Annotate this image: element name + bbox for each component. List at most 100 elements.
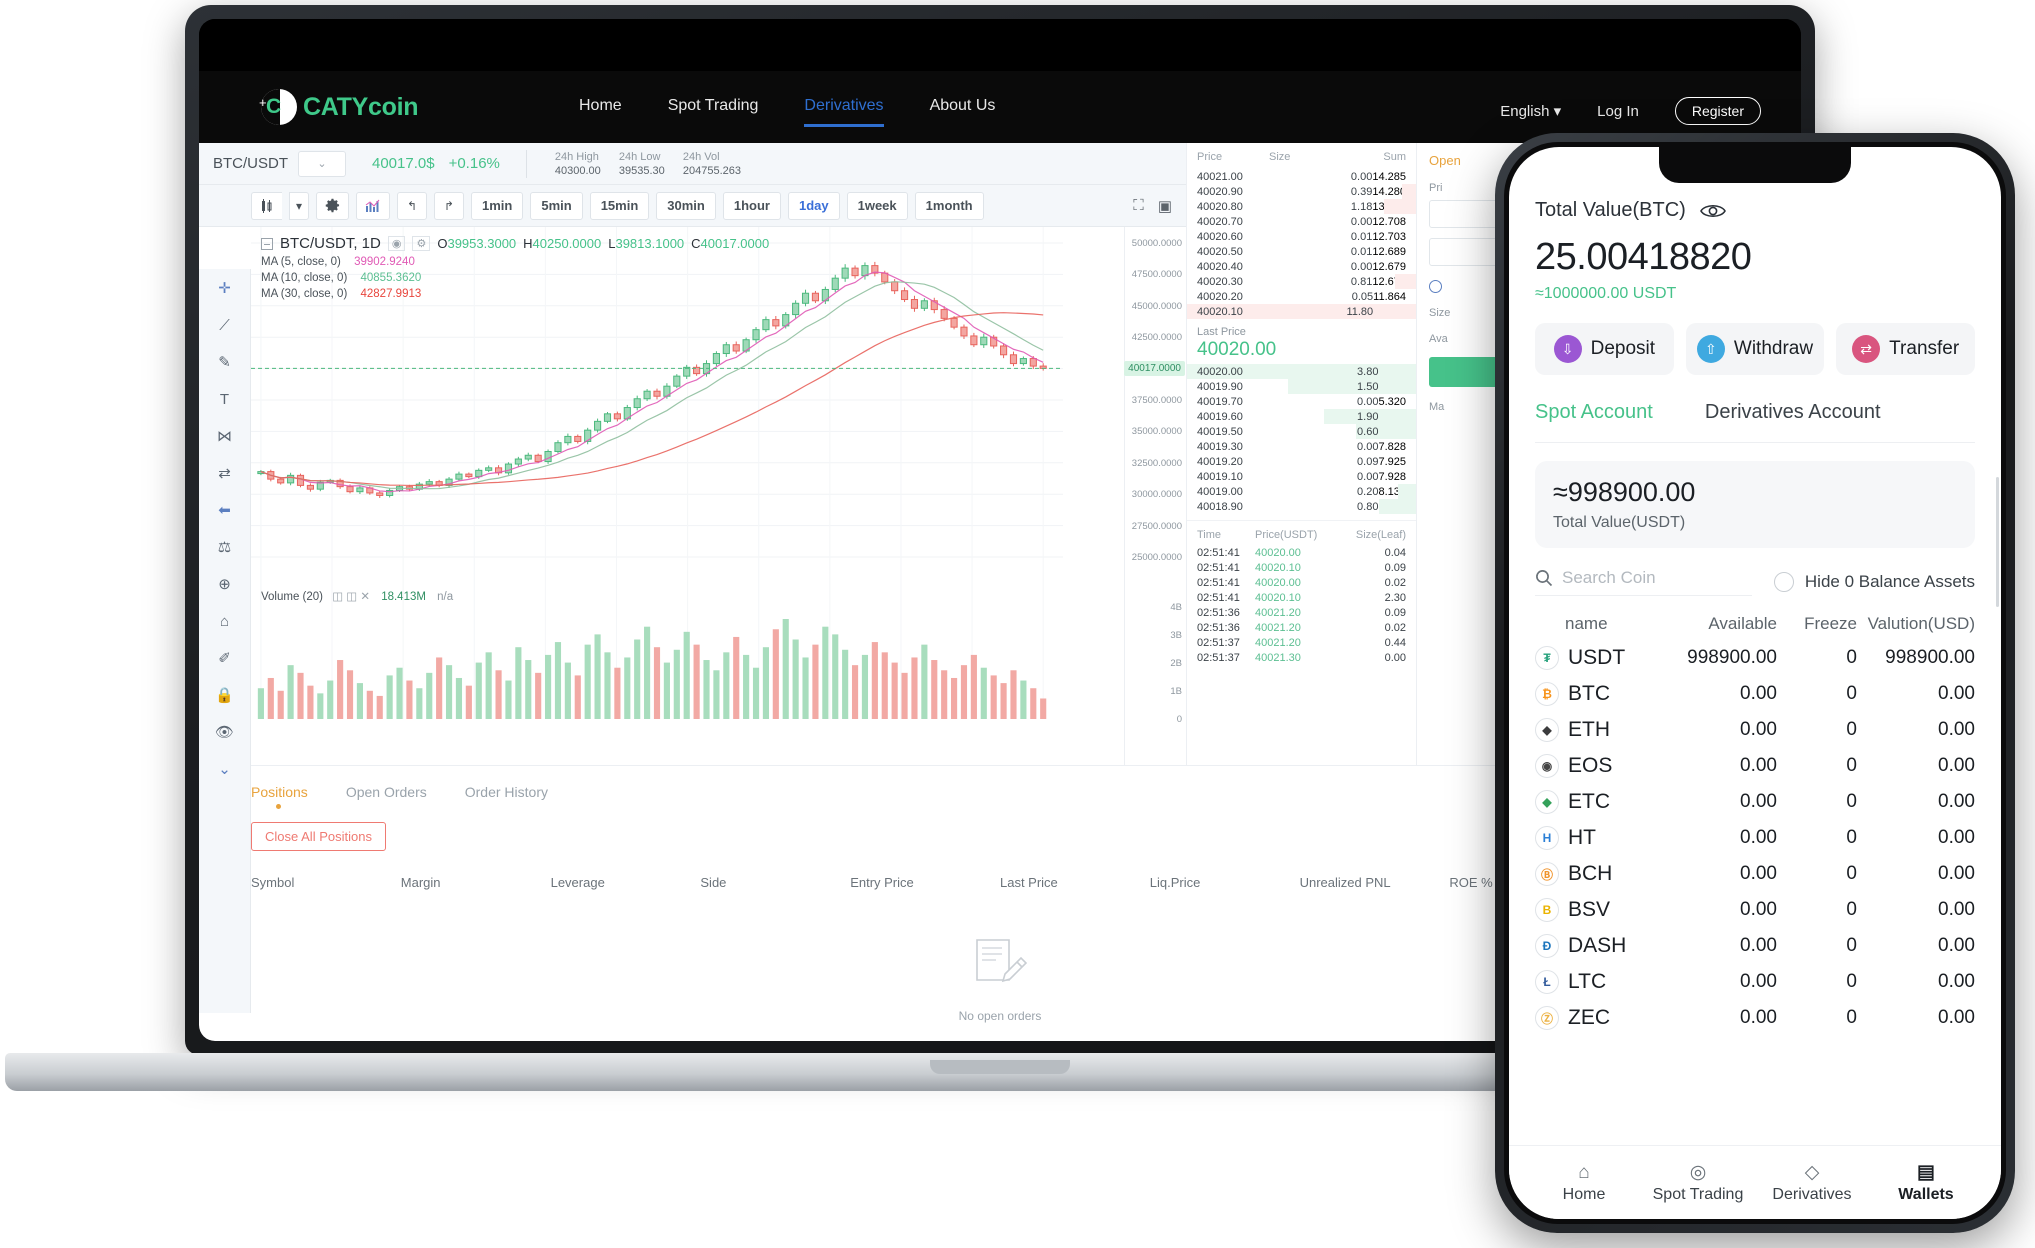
candlestick-type-button[interactable]: [251, 191, 282, 220]
order-book-row[interactable]: 40019.10 0.00 7.928: [1187, 469, 1416, 484]
chart-canvas-area[interactable]: BTC/USDT, 1D ◉ ⚙ O39953.3000 H40250.0000…: [251, 227, 1186, 1013]
order-type-radio[interactable]: [1429, 280, 1789, 293]
coin-row[interactable]: ₮ USDT 998900.00 0 998900.00: [1535, 646, 1975, 670]
settings-small-icon[interactable]: ⚙: [412, 236, 431, 251]
tabbar-derivatives[interactable]: ◇ Derivatives: [1755, 1162, 1869, 1204]
nav-item-about-us[interactable]: About Us: [929, 97, 996, 114]
coin-row[interactable]: Ð DASH 0.00 0 0.00: [1535, 934, 1975, 958]
trendline-icon[interactable]: ⟋: [219, 316, 230, 334]
fullscreen-icon[interactable]: ⛶: [1133, 197, 1144, 214]
eye-icon[interactable]: ◉: [387, 236, 406, 251]
text-tool-icon[interactable]: T: [219, 390, 230, 408]
tab-spot-account[interactable]: Spot Account: [1535, 401, 1653, 423]
arrow-back-icon[interactable]: ⬅: [218, 502, 231, 519]
coin-row[interactable]: Ⓩ ZEC 0.00 0 0.00: [1535, 1006, 1975, 1030]
coin-row[interactable]: Ł LTC 0.00 0 0.00: [1535, 970, 1975, 994]
collapse-icon[interactable]: [261, 237, 273, 250]
redo-button[interactable]: ↱: [434, 191, 464, 220]
order-book-row[interactable]: 40019.70 0.00 5.320: [1187, 394, 1416, 409]
crosshair-icon[interactable]: ✛: [218, 280, 231, 297]
zoom-icon[interactable]: ⊕: [218, 576, 231, 593]
nav-item-home[interactable]: Home: [579, 97, 622, 114]
undo-button[interactable]: ↰: [397, 191, 427, 220]
order-book-row[interactable]: 40020.30 0.81 12.674: [1187, 274, 1416, 289]
order-book-row[interactable]: 40020.60 0.01 12.703: [1187, 229, 1416, 244]
pattern-icon[interactable]: ⋈: [217, 428, 232, 445]
order-book-row[interactable]: 40019.601.907.223: [1187, 409, 1416, 424]
indicators-button[interactable]: [356, 191, 390, 220]
total-value-usdt: ≈1000000.00 USDT: [1535, 285, 1677, 302]
interval-15min[interactable]: 15min: [589, 191, 650, 220]
order-tab-open[interactable]: Open: [1429, 153, 1461, 168]
measure-icon[interactable]: ⌂: [219, 612, 230, 630]
login-button[interactable]: Log In: [1597, 102, 1639, 120]
order-book-row[interactable]: 40019.20 0.09 7.925: [1187, 454, 1416, 469]
coin-row[interactable]: B BSV 0.00 0 0.00: [1535, 898, 1975, 922]
hide-zero-balance-toggle[interactable]: Hide 0 Balance Assets: [1773, 572, 1975, 592]
volume-toggles[interactable]: ◫ ◫ ✕: [332, 591, 370, 603]
interval-30min[interactable]: 30min: [656, 191, 716, 220]
order-book-row[interactable]: 40020.801.1813.889: [1187, 199, 1416, 214]
order-book-row[interactable]: 40021.00 0.00 14.285: [1187, 169, 1416, 184]
price-tick: 25000.0000: [1131, 552, 1182, 563]
coin-freeze: 0: [1846, 827, 1857, 848]
coin-row[interactable]: ◆ ETH 0.00 0 0.00: [1535, 718, 1975, 742]
order-book-row[interactable]: 40019.901.505.317: [1187, 379, 1416, 394]
language-selector[interactable]: English ▾: [1500, 102, 1561, 120]
eraser-icon[interactable]: ✐: [218, 650, 231, 667]
coin-row[interactable]: H HT 0.00 0 0.00: [1535, 826, 1975, 850]
collapse-rail-icon[interactable]: ⌄: [218, 761, 231, 778]
camera-snapshot-icon[interactable]: ▣: [1157, 197, 1172, 215]
chart-type-dropdown[interactable]: ▾: [289, 191, 309, 220]
forecast-icon[interactable]: ⇄: [218, 465, 231, 482]
order-book-row[interactable]: 40020.20 0.05 11.864: [1187, 289, 1416, 304]
tab-positions[interactable]: Positions: [251, 784, 308, 809]
order-book-row[interactable]: 40020.003.803.808: [1187, 364, 1416, 379]
interval-1min[interactable]: 1min: [471, 191, 524, 220]
interval-1month[interactable]: 1month: [914, 191, 984, 220]
order-book-row[interactable]: 40020.70 0.00 12.708: [1187, 214, 1416, 229]
lock-icon[interactable]: 🔒: [215, 687, 234, 704]
interval-5min[interactable]: 5min: [530, 191, 583, 220]
tab-derivatives-account[interactable]: Derivatives Account: [1704, 401, 1881, 423]
coin-row[interactable]: ₿ BTC 0.00 0 0.00: [1535, 682, 1975, 706]
interval-1day[interactable]: 1day: [787, 191, 840, 220]
coin-row[interactable]: ◆ ETC 0.00 0 0.00: [1535, 790, 1975, 814]
order-book-row[interactable]: 40020.50 0.01 12.689: [1187, 244, 1416, 259]
order-book-row[interactable]: 40019.500.607.827: [1187, 424, 1416, 439]
tabbar-spot-trading[interactable]: ◎ Spot Trading: [1641, 1162, 1755, 1204]
magnet-icon[interactable]: ⚖: [217, 539, 232, 556]
tabbar-wallets[interactable]: ▤ Wallets: [1869, 1162, 1983, 1204]
visibility-icon[interactable]: 👁: [214, 724, 235, 741]
nav-item-spot-trading[interactable]: Spot Trading: [667, 97, 759, 114]
price-tick: 32500.0000: [1131, 457, 1182, 469]
tab-open-orders[interactable]: Open Orders: [345, 784, 427, 800]
order-book-row[interactable]: 40020.40 0.00 12.679: [1187, 259, 1416, 274]
coin-row[interactable]: ◉ EOS 0.00 0 0.00: [1535, 754, 1975, 778]
interval-1hour[interactable]: 1hour: [722, 191, 781, 220]
order-book-row[interactable]: 40020.90 0.39 14.280: [1187, 184, 1416, 199]
close-all-positions-button[interactable]: Close All Positions: [251, 822, 386, 851]
eye-icon[interactable]: [1699, 202, 1726, 220]
pair-dropdown[interactable]: ⌄: [298, 150, 346, 177]
col-trade-size: Size(Leaf): [1355, 529, 1406, 541]
chart-settings-button[interactable]: [316, 191, 349, 220]
transfer-button[interactable]: ⇄ Transfer: [1836, 323, 1976, 375]
brand-logo[interactable]: + C CATYcoin: [259, 87, 419, 127]
interval-1week[interactable]: 1week: [846, 191, 908, 220]
withdraw-button[interactable]: ⇧ Withdraw: [1685, 323, 1825, 375]
order-book-row[interactable]: 40019.00 0.20 8.135: [1187, 484, 1416, 499]
phone-scrollbar[interactable]: [1996, 477, 1999, 607]
search-coin-input[interactable]: Search Coin: [1535, 568, 1752, 596]
order-book-row[interactable]: 40018.900.808.939: [1187, 499, 1416, 514]
nav-item-derivatives[interactable]: Derivatives: [804, 97, 884, 127]
tab-order-history[interactable]: Order History: [464, 784, 548, 800]
tabbar-home[interactable]: ⌂ Home: [1527, 1162, 1641, 1204]
order-book-row[interactable]: 40019.30 0.00 7.828: [1187, 439, 1416, 454]
candlestick-icon: [262, 198, 272, 213]
fib-icon[interactable]: ✎: [218, 354, 231, 371]
register-button[interactable]: Register: [1674, 97, 1761, 125]
coin-row[interactable]: Ⓑ BCH 0.00 0 0.00: [1535, 862, 1975, 886]
deposit-button[interactable]: ⇩ Deposit: [1535, 323, 1674, 375]
